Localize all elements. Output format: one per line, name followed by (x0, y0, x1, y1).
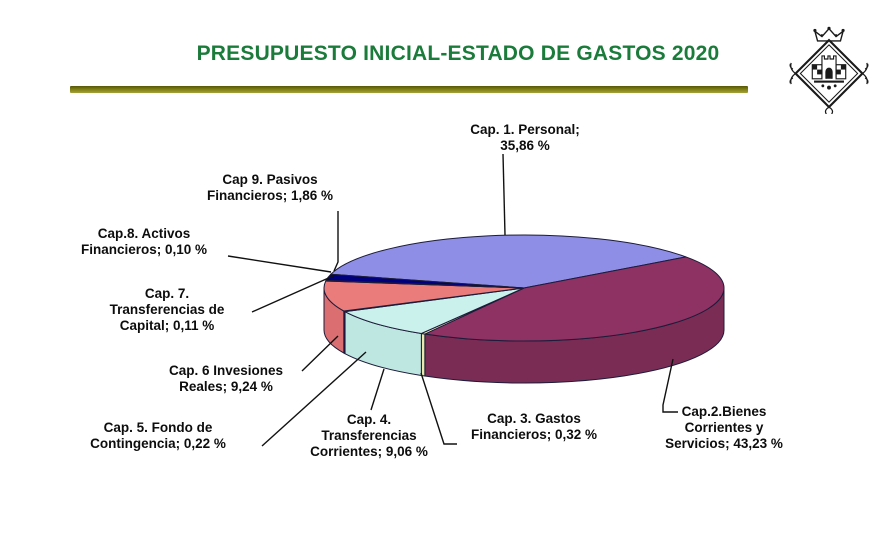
slice-label-cap7: Cap. 7. Transferencias de Capital; 0,11 … (109, 286, 225, 333)
leader-line (251, 275, 334, 313)
leader-line (420, 372, 457, 445)
slice-label-cap5: Cap. 5. Fondo de Contingencia; 0,22 % (90, 420, 226, 451)
leader-line (662, 358, 678, 413)
pie-slice-cap2 (424, 256, 725, 342)
leader-line (301, 335, 339, 372)
leader-line (502, 153, 506, 236)
slice-label-cap2: Cap.2.Bienes Corrientes y Servicios; 43,… (665, 404, 783, 451)
leader-line (333, 211, 339, 272)
coat-of-arms-logo (789, 26, 869, 114)
leader-line (261, 351, 367, 447)
slice-label-cap6: Cap. 6 Invesiones Reales; 9,24 % (168, 363, 284, 394)
pie-slice-cap1 (330, 234, 687, 289)
pie-slice-side-cap3 (420, 332, 426, 377)
leader-line (227, 255, 332, 273)
pie-slice-cap9 (325, 273, 525, 289)
pie-slice-cap4 (344, 287, 525, 334)
title-underline-rule (70, 86, 748, 93)
slice-label-cap4: Cap. 4. Transferencias Corrientes; 9,06 … (310, 412, 428, 459)
leader-line (370, 368, 385, 411)
pie-slice-cap6 (323, 280, 525, 312)
slice-label-cap9: Cap 9. Pasivos Financieros; 1,86 % (206, 172, 334, 203)
chart-title: PRESUPUESTO INICIAL-ESTADO DE GASTOS 202… (196, 42, 720, 65)
slice-label-cap3: Cap. 3. Gastos Financieros; 0,32 % (470, 411, 598, 442)
slice-label-cap1: Cap. 1. Personal; 35,86 % (470, 122, 580, 153)
slice-label-cap8: Cap.8. Activos Financieros; 0,10 % (80, 226, 208, 257)
